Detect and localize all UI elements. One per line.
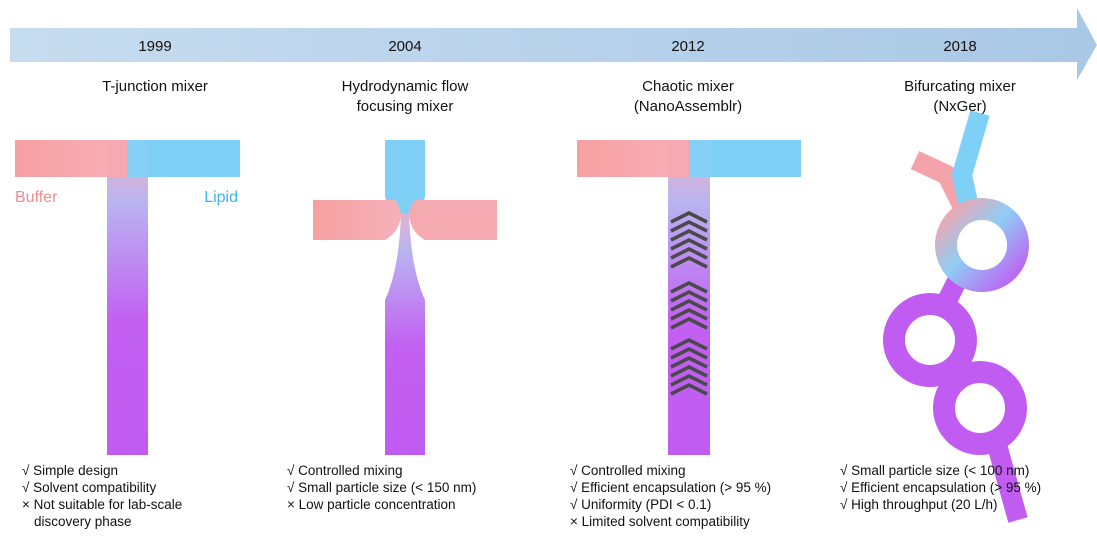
mixer-title: Hydrodynamic flow [342,78,469,95]
chevron [670,365,708,378]
chevron [670,356,708,369]
mixer-title: Chaotic mixer [642,78,734,95]
t-junction-illustration [15,140,240,455]
flow-focusing-illustration [313,140,497,455]
feature-point: × Not suitable for lab-scale [22,497,182,512]
timeline-arrow [10,8,1097,80]
year: 2018 [943,38,976,55]
chevron [670,383,708,396]
feature-point: √ Uniformity (PDI < 0.1) [570,497,711,512]
chevron [670,290,708,303]
mixer-title: (NxGer) [933,98,986,115]
buffer-label: Buffer [15,189,58,206]
feature-point: √ Efficient encapsulation (> 95 %) [840,480,1041,495]
year: 1999 [138,38,171,55]
lipid-label: Lipid [204,189,238,206]
chevron [670,299,708,312]
year: 2012 [671,38,704,55]
chevron [670,308,708,321]
chevron [670,281,708,294]
feature-point: √ Small particle size (< 100 nm) [840,463,1029,478]
chevron [670,347,708,360]
chevron [670,220,708,233]
feature-point: √ Efficient encapsulation (> 95 %) [570,480,771,495]
feature-point: × Low particle concentration [287,497,455,512]
feature-point: √ Controlled mixing [287,463,402,478]
feature-point: √ Small particle size (< 150 nm) [287,480,476,495]
chevron [670,317,708,330]
chevron [670,229,708,242]
feature-point: discovery phase [34,514,132,529]
bifurcating-mixer-illustration [883,110,1029,523]
chevron [670,247,708,260]
mixer-title: (NanoAssemblr) [634,98,742,115]
feature-point: × Limited solvent compatibility [570,514,750,529]
chevron [670,238,708,251]
year: 2004 [388,38,421,55]
feature-point: √ High throughput (20 L/h) [840,497,998,512]
mixer-title: T-junction mixer [102,78,208,95]
mixer-title: Bifurcating mixer [904,78,1016,95]
feature-point: √ Simple design [22,463,118,478]
chevron [670,256,708,269]
feature-point: √ Controlled mixing [570,463,685,478]
chevron [670,374,708,387]
chevron [670,211,708,224]
mixer-title: focusing mixer [357,98,454,115]
chaotic-mixer-illustration [577,140,801,455]
chevron [670,338,708,351]
feature-point: √ Solvent compatibility [22,480,156,495]
